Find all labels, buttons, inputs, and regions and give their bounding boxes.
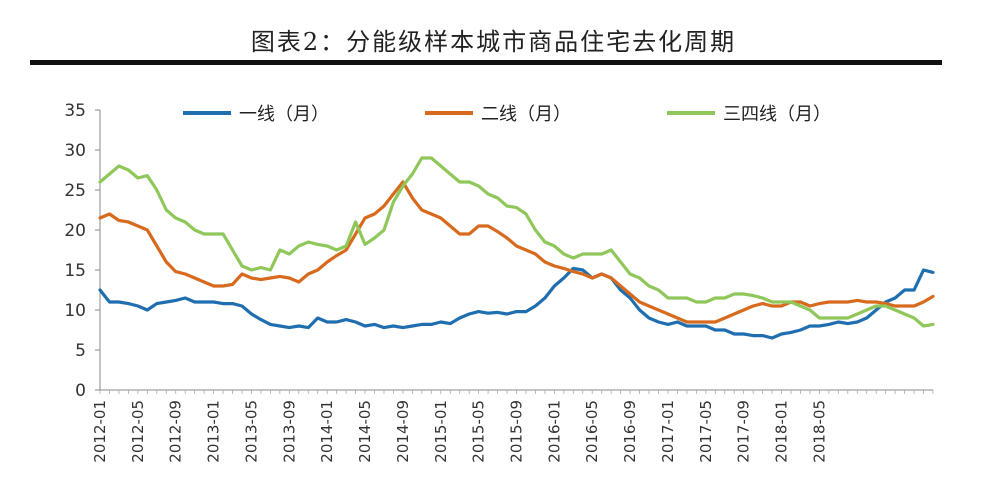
x-tick-label: 2012-05 <box>129 400 147 463</box>
y-tick-label: 0 <box>75 381 86 401</box>
x-tick-label: 2018-05 <box>810 400 828 463</box>
title-rule <box>30 60 942 65</box>
legend-label-1: 一线（月） <box>239 104 329 125</box>
chart-title: 图表2：分能级样本城市商品住宅去化周期 <box>250 28 737 56</box>
x-tick-label: 2016-09 <box>621 400 639 463</box>
x-tick-label: 2016-01 <box>545 400 563 463</box>
x-tick-label: 2015-05 <box>470 400 488 463</box>
x-tick-label: 2012-01 <box>91 400 109 463</box>
x-tick-label: 2013-09 <box>280 400 298 463</box>
x-tick-label: 2017-05 <box>697 400 715 463</box>
x-tick-label: 2014-01 <box>318 400 336 463</box>
y-tick-label: 10 <box>64 301 86 321</box>
x-tick-label: 2017-09 <box>735 400 753 463</box>
x-tick-label: 2018-01 <box>773 400 791 463</box>
legend-label-2: 二线（月） <box>481 104 571 125</box>
x-tick-label: 2016-05 <box>583 400 601 463</box>
series-line-1 <box>98 266 935 340</box>
x-tick-label: 2015-09 <box>508 400 526 463</box>
x-tick-label: 2017-01 <box>659 400 677 463</box>
y-tick-label: 5 <box>75 341 86 361</box>
legend-label-3: 三四线（月） <box>723 104 831 125</box>
series-line-2 <box>98 180 935 324</box>
x-tick-label: 2015-01 <box>432 400 450 463</box>
x-tick-label: 2012-09 <box>167 400 185 463</box>
x-tick-label: 2013-05 <box>242 400 260 463</box>
y-tick-label: 25 <box>64 181 86 201</box>
x-tick-label: 2013-01 <box>205 400 223 463</box>
series-line-3 <box>98 156 935 328</box>
x-tick-label: 2014-09 <box>394 400 412 463</box>
chart-legend: 一线（月） 二线（月） 三四线（月） <box>183 104 831 125</box>
y-tick-label: 30 <box>64 141 86 161</box>
y-tick-label: 35 <box>64 101 86 121</box>
x-tick-label: 2014-05 <box>356 400 374 463</box>
y-tick-label: 15 <box>64 261 86 281</box>
y-tick-label: 20 <box>64 221 86 241</box>
chart-series <box>98 156 935 340</box>
chart-axes: 0 5 10 15 20 25 30 35 2012-01 2012-05 2012-09 2013-… <box>64 101 934 463</box>
